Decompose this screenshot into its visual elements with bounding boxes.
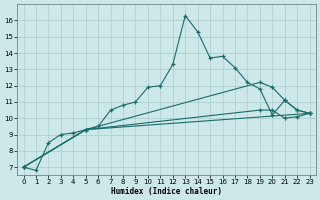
X-axis label: Humidex (Indice chaleur): Humidex (Indice chaleur) [111, 187, 222, 196]
